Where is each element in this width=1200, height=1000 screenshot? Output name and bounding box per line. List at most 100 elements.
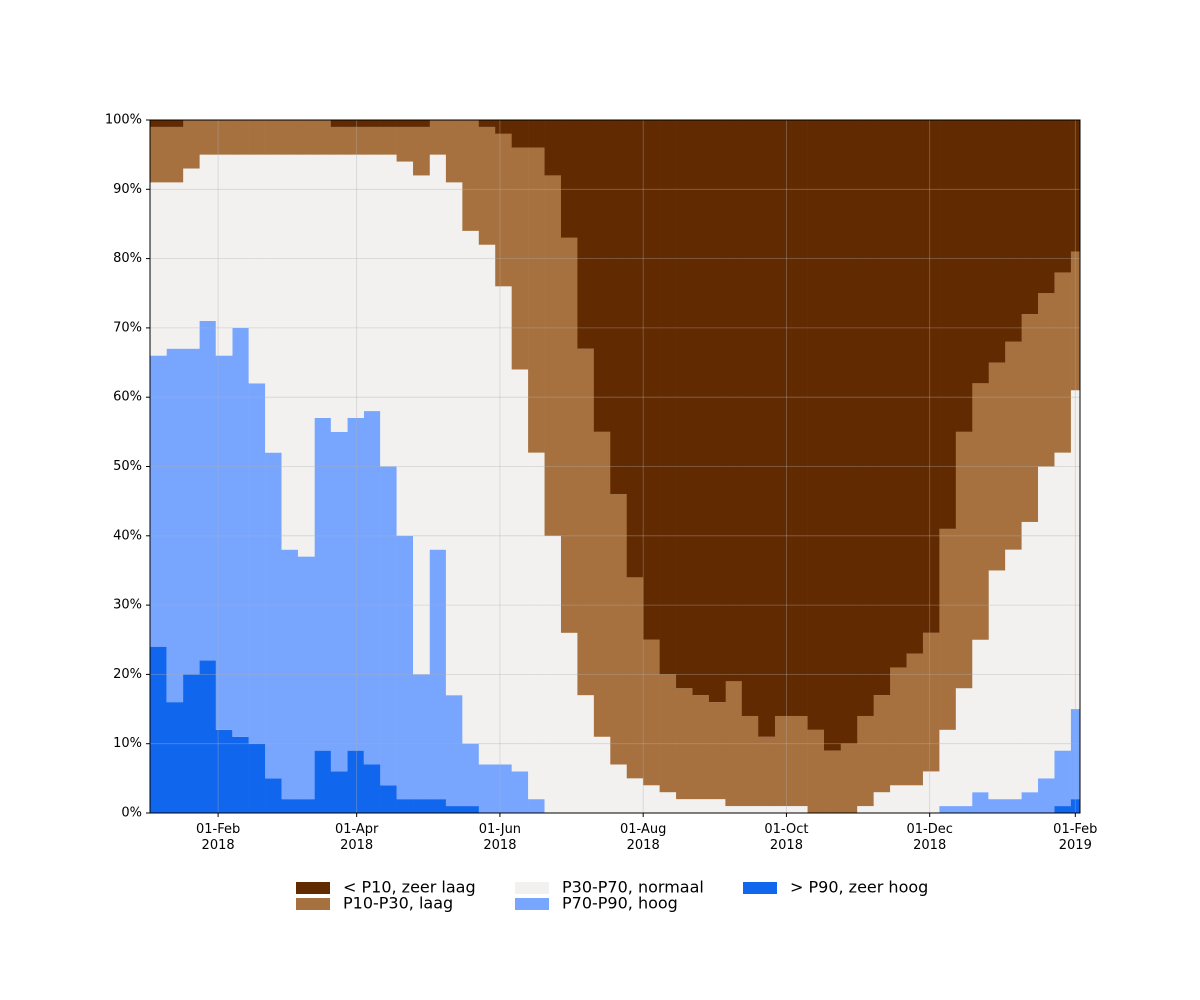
area-step (215, 120, 233, 155)
area-step (396, 120, 414, 127)
area-step (478, 244, 496, 765)
area-step (265, 778, 282, 813)
area-step (413, 120, 430, 127)
area-step (708, 702, 726, 800)
area-step (643, 639, 660, 786)
area-step (626, 120, 644, 578)
area-step (265, 154, 282, 453)
area-step (396, 126, 414, 162)
area-step (166, 182, 184, 349)
area-step (988, 362, 1006, 571)
area-step (1004, 120, 1022, 342)
area-step (774, 120, 792, 716)
area-step (314, 154, 332, 418)
area-step (330, 771, 348, 813)
y-tick-label: 70% (113, 320, 142, 335)
area-step (445, 182, 463, 696)
area-step (248, 120, 266, 155)
y-tick-label: 10% (113, 736, 142, 751)
area-step (741, 715, 759, 807)
area-step (166, 348, 184, 703)
area-step (873, 695, 891, 793)
area-step (889, 120, 907, 668)
y-tick-label: 20% (113, 667, 142, 682)
area-step (363, 126, 381, 155)
area-step (380, 120, 397, 127)
area-step (1021, 792, 1039, 813)
area-step (873, 120, 891, 696)
area-step (1004, 799, 1022, 813)
area-step (955, 688, 973, 807)
area-step (297, 799, 315, 813)
area-step (232, 736, 249, 813)
area-step (396, 535, 414, 800)
area-step (511, 369, 529, 772)
area-step (1037, 293, 1055, 467)
area-step (215, 729, 233, 813)
legend-swatch (515, 898, 549, 910)
plot-frame (149, 119, 1081, 814)
area-step (528, 452, 545, 800)
area-step (807, 120, 825, 730)
area-step (511, 771, 529, 813)
area-step (708, 120, 726, 703)
area-step (1037, 466, 1055, 779)
area-step (297, 154, 315, 557)
legend-label: > P90, zeer hoog (790, 878, 928, 897)
area-step (659, 120, 677, 675)
area-step (873, 792, 891, 813)
area-step (281, 154, 299, 550)
area-step (478, 120, 496, 127)
area-step (791, 120, 808, 716)
area-step (791, 715, 808, 807)
area-step (297, 120, 315, 155)
area-step (215, 355, 233, 730)
y-tick-label: 50% (113, 459, 142, 474)
area-step (413, 175, 430, 675)
area-step (347, 417, 365, 751)
area-step (281, 799, 299, 813)
area-step (676, 799, 693, 813)
area-step (182, 168, 200, 349)
area-step (462, 120, 480, 231)
area-step (495, 764, 512, 813)
area-step (1004, 549, 1022, 800)
area-step (758, 806, 775, 813)
area-step (856, 806, 874, 813)
area-step (528, 799, 545, 813)
area-step (445, 806, 463, 813)
area-step (215, 154, 233, 356)
area-step (330, 120, 348, 127)
area-step (725, 806, 743, 813)
area-step (462, 230, 480, 744)
area-step (199, 154, 217, 321)
area-step (462, 806, 480, 813)
area-step (150, 646, 167, 813)
area-step (544, 120, 562, 176)
area-step (413, 799, 430, 813)
area-step (577, 695, 595, 813)
area-step (182, 348, 200, 675)
area-step (643, 120, 660, 640)
area-step (988, 120, 1006, 363)
area-step (1054, 120, 1071, 273)
area-step (150, 126, 167, 183)
legend-swatch (515, 882, 549, 894)
area-step (363, 764, 381, 813)
area-step (248, 743, 266, 813)
area-step (1070, 799, 1081, 813)
area-step (676, 120, 693, 689)
area-step (593, 736, 611, 813)
y-tick-label: 40% (113, 528, 142, 543)
area-step (708, 799, 726, 813)
area-step (314, 120, 332, 155)
area-step (560, 632, 578, 813)
area-step (199, 320, 217, 661)
area-step (511, 147, 529, 370)
area-step (626, 778, 644, 813)
area-step (1021, 314, 1039, 522)
area-step (610, 120, 628, 495)
area-step (445, 120, 463, 183)
area-step (150, 355, 167, 647)
